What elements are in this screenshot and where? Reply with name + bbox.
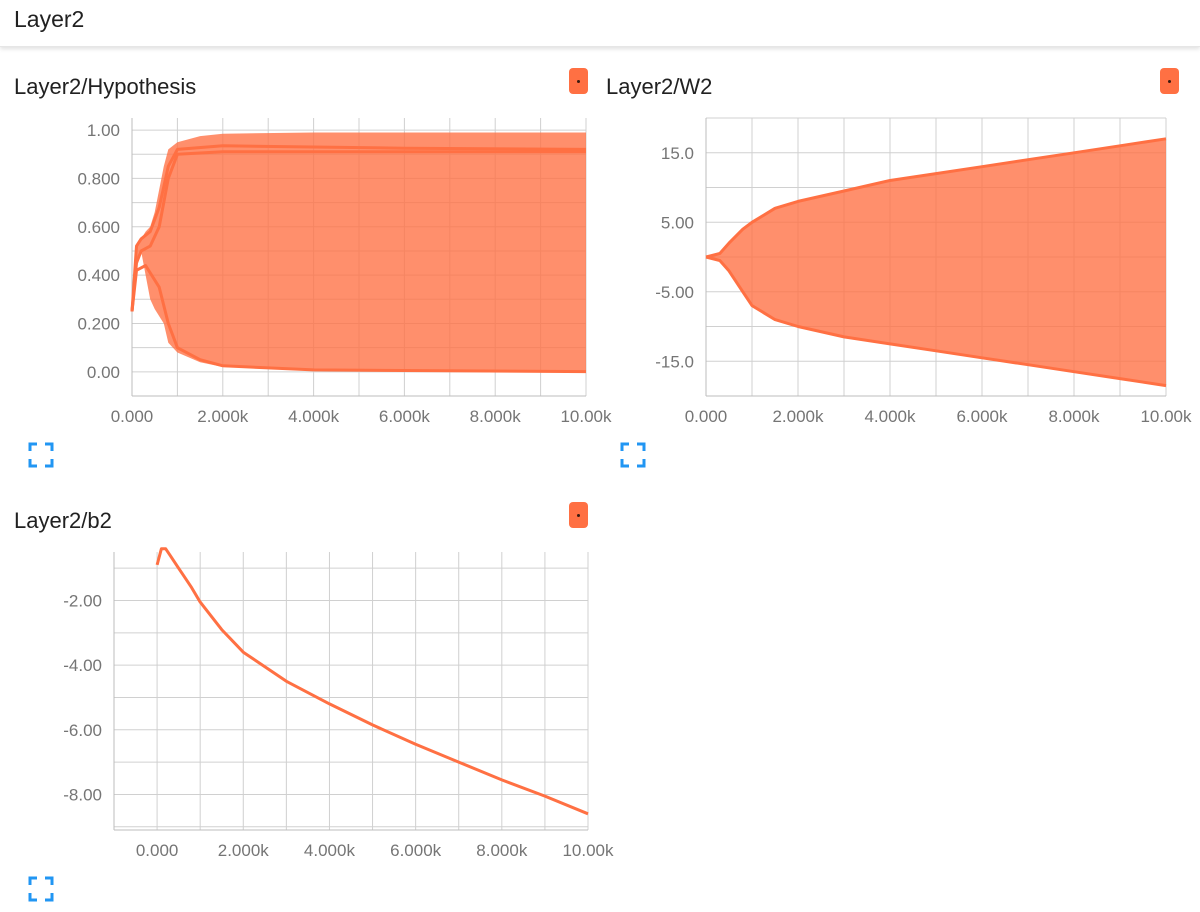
series-line [130,264,587,374]
menu-dot-icon[interactable] [569,68,588,94]
distribution-band [706,138,1166,386]
x-tick-label: 8.000k [470,407,522,426]
chart-card-w2: Layer2/W2 0.000 2.000k 4.000k 6.000k 8.000k 1… [606,68,1192,474]
y-tick-label: 1.00 [87,121,120,140]
w2-chart: 0.000 2.000k 4.000k 6.000k 8.000k 10.00k 15.0 5… [655,117,1192,426]
x-tick-label: 2.000k [218,841,270,860]
chart-card-hypothesis: Layer2/Hypothesis 0.000 2.000k 4.000k 6.000… [14,68,612,474]
y-tick-label: -6.00 [63,721,102,740]
y-tick-label: 0.400 [77,266,120,285]
series-line [155,547,589,816]
y-tick-label: 15.0 [661,144,694,163]
x-tick-label: 0.000 [111,407,154,426]
y-tick-label: 0.800 [77,169,120,188]
expand-icon[interactable] [620,442,646,468]
menu-dot-icon[interactable] [1160,68,1179,94]
x-tick-label: 10.00k [560,407,612,426]
x-tick-label: 2.000k [772,407,824,426]
y-tick-label: -8.00 [63,785,102,804]
section-title: Layer2 [14,6,85,32]
x-tick-label: 4.000k [304,841,356,860]
y-tick-label: -15.0 [655,352,694,371]
section-header: Layer2 [0,0,1200,47]
x-tick-label: 8.000k [476,841,528,860]
x-tick-label: 2.000k [197,407,249,426]
x-tick-label: 0.000 [136,841,179,860]
hypothesis-chart: 0.000 2.000k 4.000k 6.000k 8.000k 10.00k 0.00 0… [77,118,612,426]
series-line [705,137,1167,259]
x-tick-label: 10.00k [562,841,614,860]
series-line [130,150,586,312]
y-tick-label: 5.00 [661,213,694,232]
x-tick-label: 10.00k [1140,407,1192,426]
chart-title: Layer2/b2 [14,508,112,533]
x-tick-label: 0.000 [685,407,728,426]
menu-dot-icon[interactable] [569,502,588,528]
x-tick-label: 8.000k [1048,407,1100,426]
expand-icon[interactable] [28,442,54,468]
expand-icon[interactable] [28,876,54,902]
y-tick-label: -4.00 [63,656,102,675]
x-tick-label: 4.000k [288,407,340,426]
series-line [130,144,587,312]
x-tick-label: 6.000k [956,407,1008,426]
chart-title: Layer2/Hypothesis [14,74,197,99]
x-tick-label: 4.000k [864,407,916,426]
chart-card-b2: Layer2/b2 0.000 2.000k 4.000k 6.000k 8.000k 1… [14,502,614,908]
x-tick-label: 6.000k [390,841,442,860]
y-tick-label: -5.00 [655,283,694,302]
chart-title: Layer2/W2 [606,74,713,99]
x-tick-label: 6.000k [379,407,431,426]
b2-chart: 0.000 2.000k 4.000k 6.000k 8.000k 10.00k -2.00… [63,547,614,860]
y-tick-label: 0.200 [77,314,120,333]
distribution-band [132,132,586,372]
y-tick-label: 0.00 [87,363,120,382]
series-line [705,255,1167,388]
y-tick-label: 0.600 [77,218,120,237]
y-tick-label: -2.00 [63,591,102,610]
